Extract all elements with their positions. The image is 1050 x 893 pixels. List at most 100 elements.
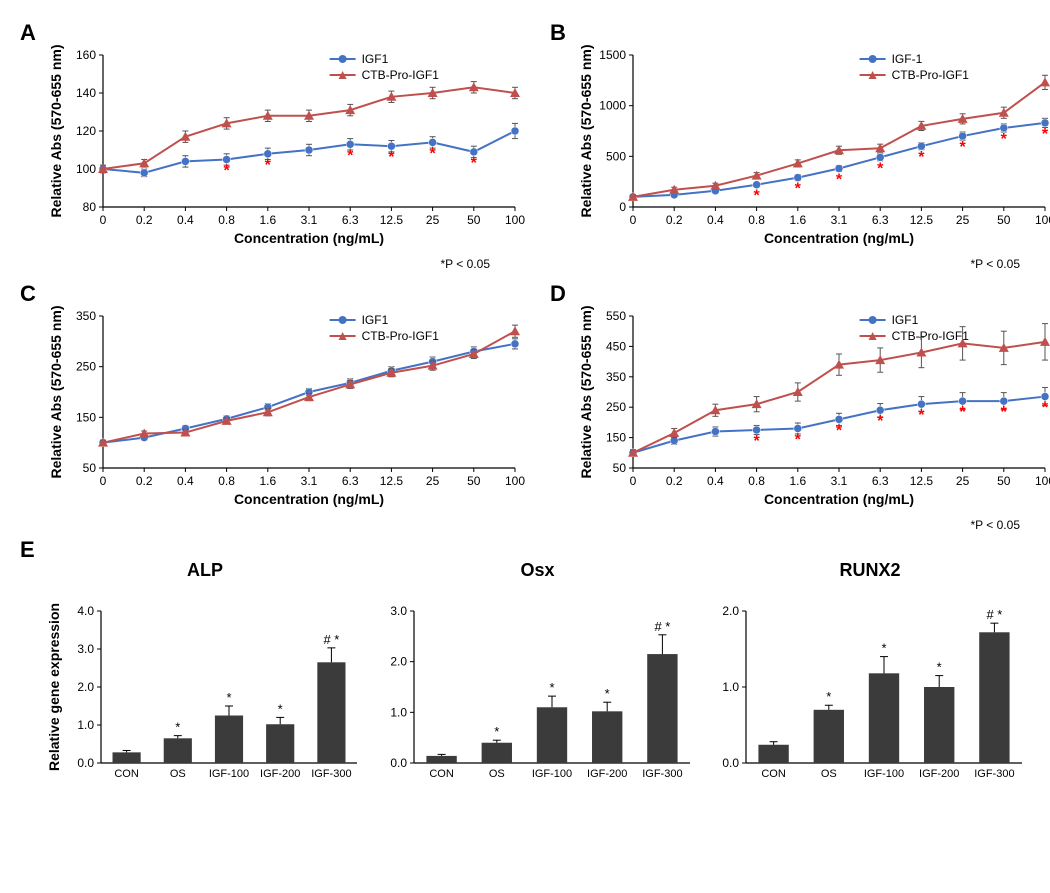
svg-text:*: *: [1042, 400, 1049, 417]
svg-text:2.0: 2.0: [722, 604, 739, 618]
svg-text:CTB-Pro-IGF1: CTB-Pro-IGF1: [892, 329, 970, 343]
svg-text:6.3: 6.3: [342, 474, 359, 488]
panel-B: B05001000150000.20.40.81.63.16.312.52550…: [550, 20, 1030, 271]
svg-text:3.0: 3.0: [77, 642, 94, 656]
svg-text:0.0: 0.0: [77, 756, 94, 770]
svg-text:CTB-Pro-IGF1: CTB-Pro-IGF1: [892, 68, 970, 82]
svg-text:0.2: 0.2: [666, 213, 683, 227]
svg-text:1.6: 1.6: [259, 213, 276, 227]
svg-text:50: 50: [467, 474, 481, 488]
svg-text:*: *: [549, 680, 554, 695]
svg-text:IGF-1: IGF-1: [892, 52, 923, 66]
svg-text:100: 100: [505, 474, 525, 488]
svg-text:*: *: [959, 139, 966, 156]
svg-text:Relative Abs (570-655 nm): Relative Abs (570-655 nm): [48, 306, 64, 479]
svg-text:CTB-Pro-IGF1: CTB-Pro-IGF1: [362, 68, 440, 82]
p-note: *P < 0.05: [550, 518, 1030, 532]
svg-text:Relative Abs (570-655 nm): Relative Abs (570-655 nm): [578, 306, 594, 479]
svg-text:6.3: 6.3: [872, 213, 889, 227]
svg-text:0.4: 0.4: [707, 474, 724, 488]
svg-text:12.5: 12.5: [910, 213, 934, 227]
svg-text:OS: OS: [170, 768, 186, 780]
p-note: *P < 0.05: [550, 257, 1030, 271]
svg-text:1.0: 1.0: [722, 680, 739, 694]
svg-text:1.6: 1.6: [789, 213, 806, 227]
bar-panel-Osx: Osx0.01.02.03.0CON*OS*IGF-100*IGF-200# *…: [378, 560, 698, 803]
bar-panel-RUNX2: RUNX20.01.02.0CON*OS*IGF-100*IGF-200# *I…: [710, 560, 1030, 803]
svg-text:*: *: [388, 149, 395, 166]
svg-text:IGF1: IGF1: [892, 313, 919, 327]
svg-text:1.6: 1.6: [789, 474, 806, 488]
svg-text:OS: OS: [821, 768, 837, 780]
svg-text:100: 100: [1035, 474, 1050, 488]
svg-text:0.8: 0.8: [748, 213, 765, 227]
svg-text:CON: CON: [429, 768, 454, 780]
svg-text:Concentration (ng/mL): Concentration (ng/mL): [764, 230, 914, 246]
svg-text:250: 250: [76, 360, 96, 374]
svg-text:*: *: [226, 690, 231, 705]
svg-text:# *: # *: [323, 632, 339, 647]
svg-text:# *: # *: [654, 619, 670, 634]
svg-text:*: *: [753, 433, 760, 450]
svg-text:150: 150: [606, 431, 626, 445]
svg-text:*: *: [494, 724, 499, 739]
svg-text:*: *: [347, 147, 354, 164]
svg-text:Concentration (ng/mL): Concentration (ng/mL): [764, 491, 914, 507]
svg-text:*: *: [471, 155, 478, 172]
svg-text:100: 100: [76, 162, 96, 176]
svg-text:*: *: [959, 404, 966, 421]
line-chart-D: 5015025035045055000.20.40.81.63.16.312.5…: [575, 306, 1050, 516]
svg-text:150: 150: [76, 410, 96, 424]
svg-text:*: *: [795, 431, 802, 448]
svg-text:*: *: [1042, 126, 1049, 143]
svg-text:25: 25: [426, 213, 440, 227]
panel-label: E: [20, 537, 35, 563]
svg-text:CON: CON: [114, 768, 139, 780]
svg-text:350: 350: [606, 370, 626, 384]
svg-text:50: 50: [997, 213, 1011, 227]
svg-text:*: *: [826, 689, 831, 704]
svg-text:1500: 1500: [599, 48, 626, 62]
svg-text:*: *: [753, 188, 760, 205]
svg-text:*: *: [1001, 131, 1008, 148]
svg-text:CTB-Pro-IGF1: CTB-Pro-IGF1: [362, 329, 440, 343]
panel-A: A8010012014016000.20.40.81.63.16.312.525…: [20, 20, 500, 271]
svg-text:12.5: 12.5: [380, 213, 404, 227]
svg-text:2.0: 2.0: [77, 680, 94, 694]
svg-text:0.8: 0.8: [218, 474, 235, 488]
svg-text:3.0: 3.0: [390, 604, 407, 618]
svg-text:*: *: [175, 720, 180, 735]
svg-text:50: 50: [613, 461, 627, 475]
svg-text:*: *: [278, 701, 283, 716]
bar-title: RUNX2: [710, 560, 1030, 581]
svg-text:*: *: [877, 160, 884, 177]
svg-text:0.8: 0.8: [218, 213, 235, 227]
svg-text:25: 25: [956, 213, 970, 227]
svg-text:*: *: [918, 407, 925, 424]
svg-text:1.0: 1.0: [390, 705, 407, 719]
svg-text:0.4: 0.4: [177, 474, 194, 488]
line-chart-C: 5015025035000.20.40.81.63.16.312.5255010…: [45, 306, 525, 516]
svg-text:0.0: 0.0: [390, 756, 407, 770]
svg-text:0: 0: [630, 213, 637, 227]
svg-text:4.0: 4.0: [77, 604, 94, 618]
svg-text:OS: OS: [488, 768, 504, 780]
svg-text:IGF-100: IGF-100: [531, 768, 571, 780]
svg-text:*: *: [937, 660, 942, 675]
svg-text:IGF-100: IGF-100: [864, 768, 904, 780]
svg-text:3.1: 3.1: [301, 213, 318, 227]
svg-text:25: 25: [956, 474, 970, 488]
svg-text:550: 550: [606, 309, 626, 323]
svg-text:*: *: [223, 163, 230, 180]
panel-D: D5015025035045055000.20.40.81.63.16.312.…: [550, 281, 1030, 532]
svg-text:100: 100: [505, 213, 525, 227]
svg-text:# *: # *: [986, 607, 1002, 622]
svg-text:50: 50: [83, 461, 97, 475]
svg-text:IGF-200: IGF-200: [919, 768, 959, 780]
panel-E: EALP0.01.02.03.04.0Relative gene express…: [20, 542, 1030, 803]
svg-text:0: 0: [619, 200, 626, 214]
bar-panel-ALP: ALP0.01.02.03.04.0Relative gene expressi…: [45, 560, 365, 803]
svg-text:140: 140: [76, 86, 96, 100]
svg-text:250: 250: [606, 400, 626, 414]
line-chart-B: 05001000150000.20.40.81.63.16.312.525501…: [575, 45, 1050, 255]
